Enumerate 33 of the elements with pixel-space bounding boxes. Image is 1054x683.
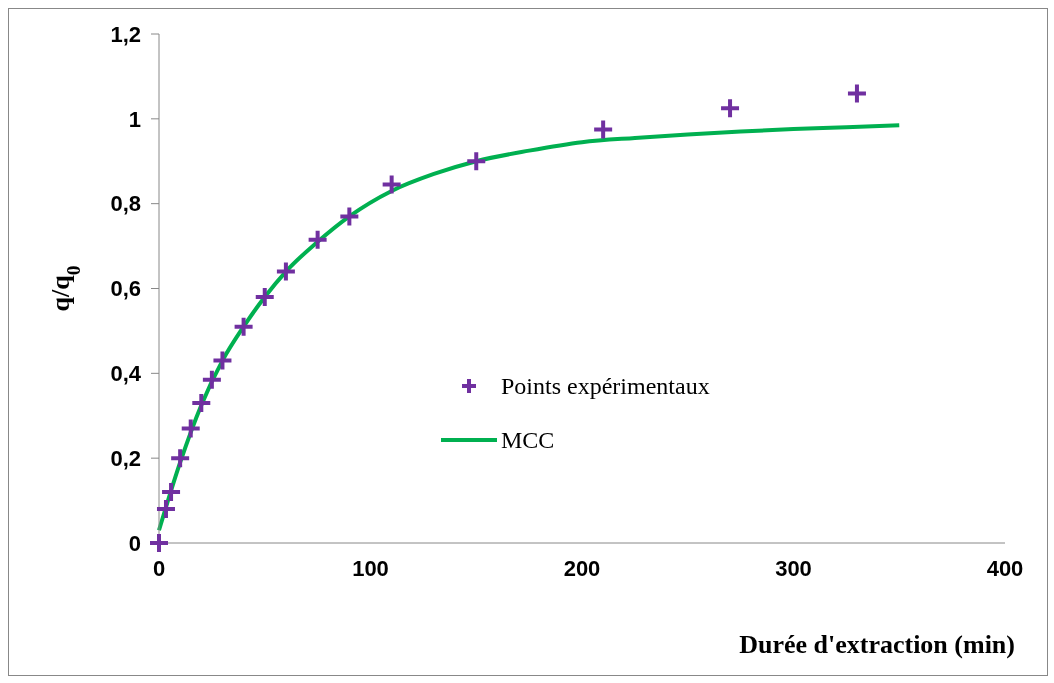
x-tick-label: 100	[352, 556, 389, 582]
y-tick-label: 1,2	[110, 21, 141, 47]
point	[338, 205, 361, 228]
point	[148, 532, 170, 554]
point	[169, 447, 192, 470]
x-tick-label: 400	[986, 556, 1024, 582]
y-tick-label: 0	[128, 530, 141, 556]
x-axis-title: Durée d'extraction (min)	[739, 630, 1015, 659]
y-tick-label: 0,2	[110, 445, 141, 471]
point	[154, 498, 177, 521]
point	[211, 349, 234, 372]
y-tick-label: 0,4	[110, 361, 142, 387]
point	[200, 368, 223, 391]
point	[845, 82, 868, 105]
point	[465, 150, 488, 173]
point	[592, 118, 615, 141]
point	[380, 173, 403, 196]
legend-label: MCC	[501, 426, 555, 454]
point	[232, 315, 255, 338]
y-tick-label: 0,6	[110, 276, 141, 302]
legend-label: Points expérimentaux	[501, 372, 710, 400]
point	[306, 228, 329, 251]
point	[179, 417, 202, 440]
point	[719, 97, 742, 120]
x-tick-label: 300	[775, 556, 812, 582]
point	[160, 481, 183, 504]
y-tick-label: 0,8	[110, 191, 141, 217]
x-tick-label: 0	[152, 556, 166, 582]
y-tick-label: 1	[128, 106, 141, 132]
point	[253, 285, 276, 308]
point	[190, 392, 213, 415]
point	[274, 260, 297, 283]
x-tick-label: 200	[563, 556, 601, 582]
